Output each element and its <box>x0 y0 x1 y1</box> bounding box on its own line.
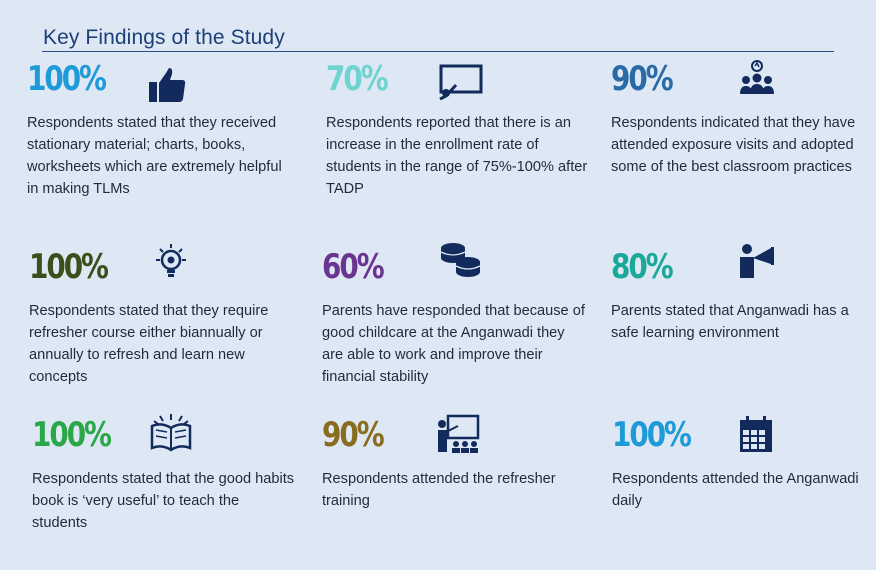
title-divider <box>42 51 834 52</box>
page-title: Key Findings of the Study <box>43 26 285 49</box>
finding-percent: 60% <box>322 247 385 287</box>
finding-text: Respondents reported that there is an in… <box>326 115 588 197</box>
megaphone-person-icon <box>737 240 777 280</box>
finding-percent: 100% <box>27 59 107 99</box>
finding-text: Parents have responded that because of g… <box>322 303 585 385</box>
lightbulb-gear-icon <box>151 242 191 282</box>
teacher-class-icon <box>436 414 482 454</box>
presentation-board-icon <box>436 63 484 103</box>
finding-text: Respondents stated that they received st… <box>27 115 282 197</box>
finding-text: Respondents stated that the good habits … <box>32 471 295 531</box>
coins-stack-icon <box>438 240 484 280</box>
finding-text: Respondents attended the refresher train… <box>322 471 556 509</box>
open-book-icon <box>148 412 194 452</box>
finding-percent: 100% <box>29 247 109 287</box>
finding-text: Respondents attended the Anganwadi daily <box>612 471 859 509</box>
finding-text: Parents stated that Anganwadi has a safe… <box>611 303 849 341</box>
finding-percent: 70% <box>326 59 389 99</box>
finding-percent: 80% <box>611 247 674 287</box>
finding-text: Respondents stated that they require ref… <box>29 303 269 385</box>
finding-percent: 100% <box>612 415 692 455</box>
finding-percent: 100% <box>32 415 112 455</box>
finding-percent: 90% <box>322 415 385 455</box>
thumbs-up-icon <box>147 65 187 105</box>
finding-percent: 90% <box>611 59 674 99</box>
calendar-icon <box>736 414 776 454</box>
group-idea-icon <box>737 58 777 98</box>
finding-text: Respondents indicated that they have att… <box>611 115 856 175</box>
